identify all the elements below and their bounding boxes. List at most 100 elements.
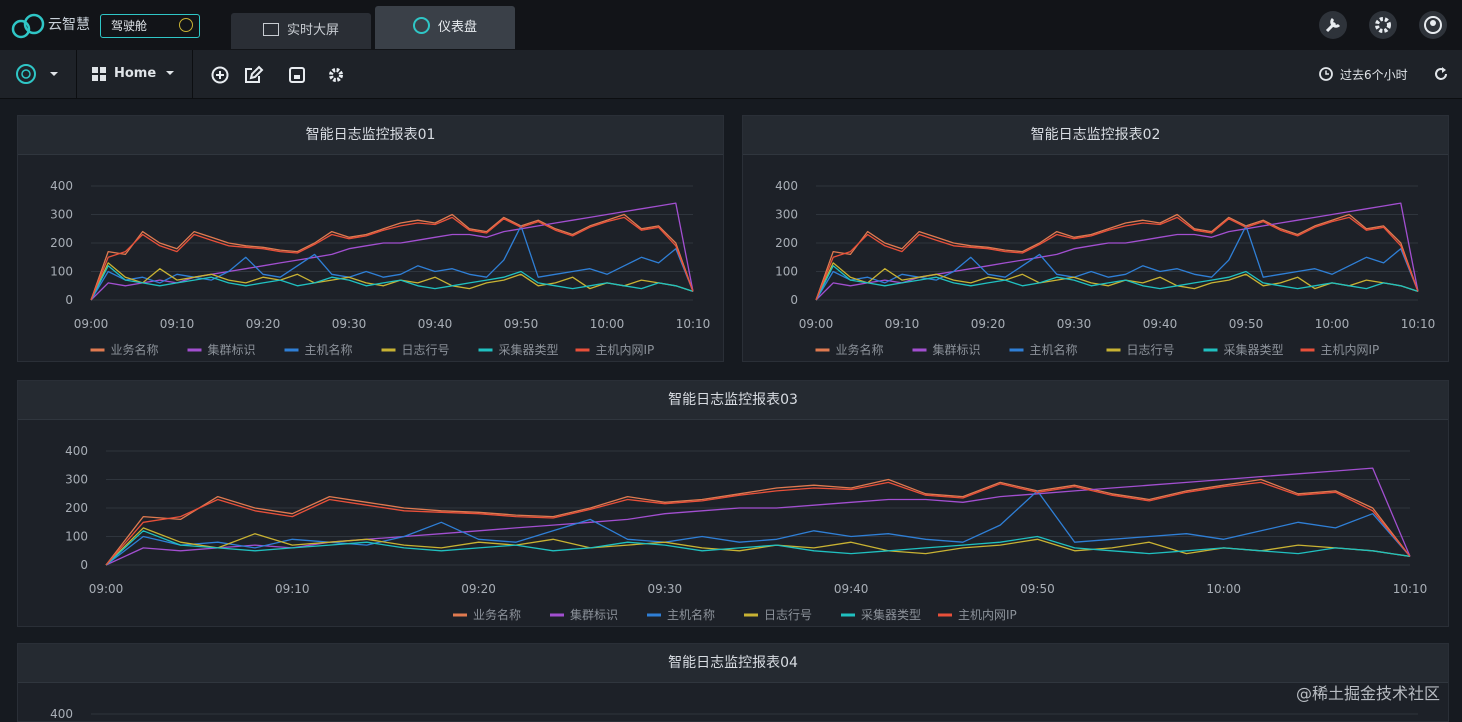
series-line: [90, 213, 694, 301]
header: 云智慧 驾驶舱 实时大屏 仪表盘: [0, 0, 1462, 50]
x-tick-label: 09:20: [246, 317, 281, 331]
x-tick-label: 09:00: [799, 317, 834, 331]
series-line: [815, 202, 1419, 301]
chart: 0 100 200 300 400 09:00 09:10 09:20 09:30 09:40 09…: [775, 179, 1436, 357]
x-tick-label: 09:30: [648, 582, 683, 596]
legend-label: 业务名称: [473, 607, 521, 622]
tab-label: 仪表盘: [437, 20, 477, 35]
settings-button[interactable]: [1369, 11, 1397, 39]
toolbar: Home 过去6个小时: [0, 50, 1462, 99]
x-tick-label: 10:10: [676, 317, 711, 331]
cockpit-button[interactable]: 驾驶舱: [100, 14, 200, 38]
legend-label: 集群标识: [570, 607, 618, 622]
series-line: [105, 478, 1411, 566]
gauge-icon: [412, 17, 430, 34]
panel: 智能日志监控报表01 0 100 200 300 400 09:00 09:10 09:20 09…: [17, 115, 724, 362]
y-tick-label: 200: [65, 501, 88, 515]
series-line: [90, 265, 694, 301]
legend-label: 主机内网IP: [958, 608, 1017, 622]
y-tick-label: 100: [65, 530, 88, 544]
add-button[interactable]: [211, 66, 229, 84]
logo-icon: [11, 13, 45, 39]
legend-label: 采集器类型: [499, 342, 559, 357]
chart: 0 100 200 300 400 09:00 09:10 09:20 09:30 09:40 09…: [65, 444, 1428, 622]
legend-label: 主机内网IP: [596, 343, 655, 357]
header-icons: [1319, 11, 1447, 39]
x-tick-label: 09:10: [275, 582, 310, 596]
legend-label: 主机名称: [667, 607, 715, 622]
x-tick-label: 09:50: [1020, 582, 1055, 596]
legend-label: 主机内网IP: [1321, 343, 1380, 357]
series-line: [90, 202, 694, 301]
series-line: [105, 490, 1411, 566]
panel-title: 智能日志监控报表01: [18, 116, 723, 155]
y-tick-label: 200: [50, 236, 73, 250]
x-tick-label: 09:40: [1143, 317, 1178, 331]
y-tick-label: 200: [775, 236, 798, 250]
series-line: [105, 527, 1411, 566]
x-tick-label: 09:30: [1057, 317, 1092, 331]
x-tick-label: 09:20: [461, 582, 496, 596]
y-tick-label: 400: [50, 179, 73, 193]
time-range[interactable]: 过去6个小时: [1340, 68, 1408, 82]
divider: [76, 50, 77, 98]
series-line: [815, 225, 1419, 301]
screen-icon: [262, 23, 279, 36]
x-tick-label: 10:10: [1401, 317, 1436, 331]
x-tick-label: 10:10: [1393, 582, 1428, 596]
series-line: [105, 481, 1411, 566]
legend-label: 集群标识: [933, 342, 981, 357]
tab-active[interactable]: 仪表盘: [375, 6, 515, 49]
cockpit-label: 驾驶舱: [111, 19, 148, 33]
save-button[interactable]: [289, 67, 305, 83]
series-line: [815, 265, 1419, 301]
settings-button[interactable]: [329, 68, 343, 82]
y-tick-label: 300: [775, 208, 798, 222]
x-tick-label: 09:10: [885, 317, 920, 331]
series-line: [90, 262, 694, 301]
legend-label: 业务名称: [111, 342, 159, 357]
panel-title: 智能日志监控报表02: [743, 116, 1448, 155]
panel-title: 智能日志监控报表03: [18, 381, 1448, 420]
x-tick-label: 10:00: [1206, 582, 1241, 596]
y-tick-label: 300: [50, 208, 73, 222]
x-tick-label: 09:20: [971, 317, 1006, 331]
series-line: [105, 530, 1411, 566]
x-tick-label: 09:50: [1229, 317, 1264, 331]
panel-title: 智能日志监控报表04: [18, 644, 1448, 683]
tab-label: 实时大屏: [286, 23, 339, 38]
x-tick-label: 10:00: [590, 317, 625, 331]
x-tick-label: 09:10: [160, 317, 195, 331]
y-tick-label: 400: [65, 444, 88, 458]
x-tick-label: 09:30: [332, 317, 367, 331]
home-menu[interactable]: Home: [114, 66, 157, 81]
watermark: @稀土掘金技术社区: [1295, 684, 1440, 703]
refresh-button[interactable]: [1433, 66, 1449, 82]
x-tick-label: 10:00: [1315, 317, 1350, 331]
y-tick-label: 400: [50, 707, 73, 721]
legend-label: 采集器类型: [1224, 342, 1284, 357]
logo-text: 云智慧: [48, 17, 90, 33]
x-tick-label: 09:40: [418, 317, 453, 331]
y-tick-label: 0: [65, 293, 73, 307]
series-line: [90, 216, 694, 301]
divider: [192, 50, 193, 98]
x-tick-label: 09:00: [74, 317, 109, 331]
edit-button[interactable]: [245, 65, 264, 83]
dashboard-menu[interactable]: [14, 62, 64, 86]
legend-label: 日志行号: [402, 343, 450, 357]
y-tick-label: 0: [80, 558, 88, 572]
clock-icon: [1319, 67, 1333, 81]
y-tick-label: 0: [790, 293, 798, 307]
y-tick-label: 100: [50, 265, 73, 279]
legend-label: 业务名称: [836, 342, 884, 357]
y-tick-label: 100: [775, 265, 798, 279]
grid-icon: [92, 67, 106, 81]
panel: 智能日志监控报表04 400: [17, 643, 1449, 722]
legend-label: 集群标识: [208, 342, 256, 357]
legend-label: 采集器类型: [861, 607, 921, 622]
tab[interactable]: 实时大屏: [231, 13, 371, 49]
x-tick-label: 09:40: [834, 582, 869, 596]
legend-label: 日志行号: [764, 608, 812, 622]
